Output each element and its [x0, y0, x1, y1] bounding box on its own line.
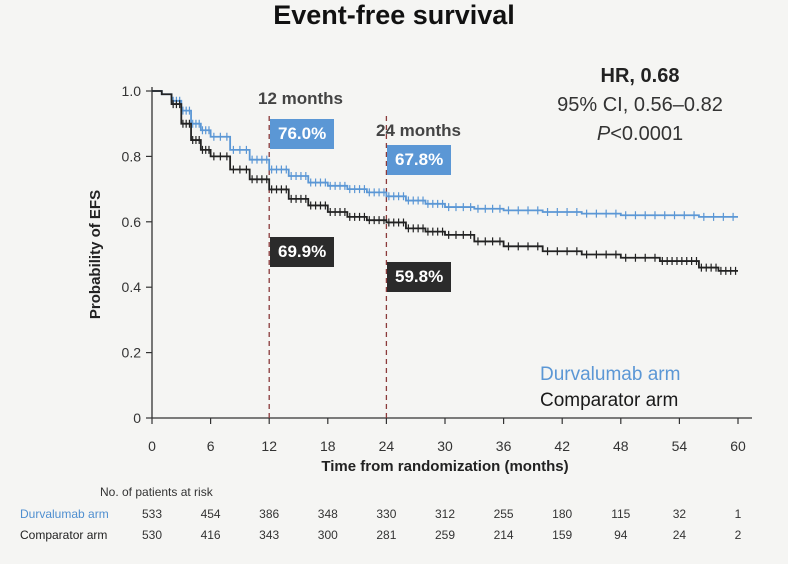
x-tick-label-24: 24	[379, 438, 395, 454]
x-tick-label-60: 60	[730, 438, 746, 454]
p-value-text: <0.0001	[610, 123, 684, 145]
hazard-ratio-block: HR, 0.68 95% CI, 0.56–0.82 P<0.0001	[520, 62, 760, 149]
durvalumab-24-month-value: 67.8%	[387, 145, 452, 175]
confidence-interval: 95% CI, 0.56–0.82	[557, 94, 723, 116]
legend-durvalumab: Durvalumab arm	[540, 364, 681, 385]
y-tick-label-0.2: 0.2	[122, 345, 142, 361]
y-axis-label: Probability of EFS	[87, 190, 104, 319]
x-tick-label-6: 6	[207, 438, 215, 454]
chart-title: Event-free survival	[273, 0, 515, 30]
y-tick-label-1.0: 1.0	[122, 83, 142, 99]
x-tick-label-48: 48	[613, 438, 629, 454]
x-tick-label-54: 54	[672, 438, 688, 454]
x-tick-label-42: 42	[554, 438, 570, 454]
y-tick-label-0.8: 0.8	[122, 148, 142, 164]
x-axis-label: Time from randomization (months)	[321, 458, 568, 475]
x-tick-label-0: 0	[148, 438, 156, 454]
durvalumab-12-month-value: 76.0%	[270, 119, 335, 149]
x-tick-label-12: 12	[261, 438, 277, 454]
y-tick-label-0: 0	[133, 410, 141, 426]
hazard-ratio: HR, 0.68	[600, 65, 680, 87]
reference-label-12-months: 12 months	[258, 89, 344, 108]
x-tick-label-30: 30	[437, 438, 453, 454]
legend-comparator: Comparator arm	[540, 390, 679, 411]
reference-label-24-months: 24 months	[376, 121, 462, 140]
comparator-24-month-value: 59.8%	[387, 262, 452, 292]
x-tick-label-36: 36	[496, 438, 512, 454]
p-value: P<0.0001	[520, 120, 760, 149]
comparator-survival-curve	[152, 90, 738, 272]
durvalumab-survival-curve	[152, 90, 738, 218]
p-value-letter: P	[596, 123, 611, 145]
comparator-12-month-value: 69.9%	[270, 237, 335, 267]
comparator-censor-marks	[172, 100, 737, 275]
x-tick-label-18: 18	[320, 438, 336, 454]
y-tick-label-0.6: 0.6	[122, 214, 142, 230]
y-tick-label-0.4: 0.4	[122, 279, 142, 295]
